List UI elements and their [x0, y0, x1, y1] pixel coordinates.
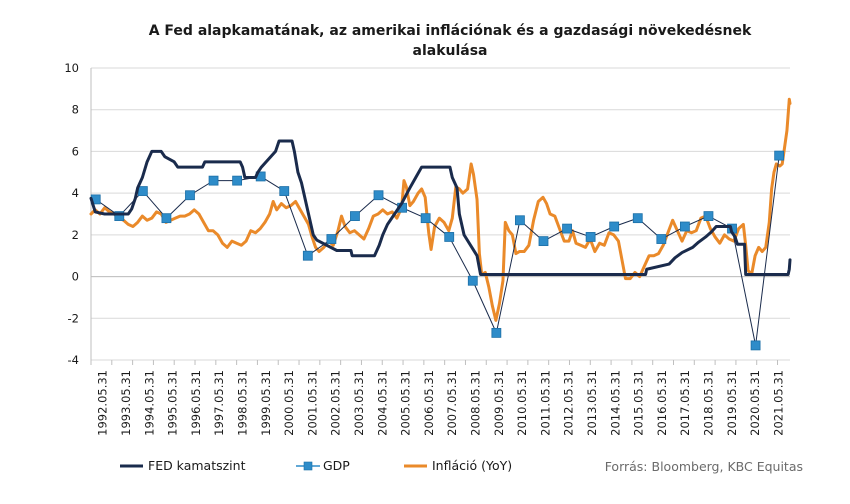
x-tick-label: 1994.05.31	[142, 370, 156, 436]
gdp-point	[161, 213, 172, 224]
x-tick-label: 2009.05.31	[492, 370, 506, 436]
gdp-point	[609, 221, 620, 232]
gdp-point	[208, 175, 219, 186]
series-line-2	[89, 97, 792, 322]
gdp-point	[467, 275, 478, 286]
y-tick-label: 0	[72, 270, 79, 284]
x-tick-label: 2002.05.31	[329, 370, 343, 436]
gdp-point	[326, 234, 337, 244]
y-tick-label: 6	[72, 144, 79, 158]
y-tick-label: -4	[68, 353, 79, 367]
x-tick-label: 1996.05.31	[189, 370, 203, 436]
gdp-point	[491, 327, 502, 338]
x-tick-label: 1993.05.31	[119, 370, 133, 436]
gdp-point	[137, 186, 148, 196]
gdp-point	[185, 190, 195, 201]
chart-title-line-1: A Fed alapkamatának, az amerikai infláci…	[149, 23, 752, 39]
y-axis: -4 -2 0 2 4 6 8 10	[64, 61, 92, 367]
x-tick-label: 2007.05.31	[445, 370, 459, 436]
gridlines	[91, 67, 790, 361]
x-tick-label: 2004.05.31	[375, 370, 389, 436]
legend-item-inflation: Infláció (YoY)	[404, 458, 512, 473]
gdp-point	[279, 186, 290, 196]
y-tick-label: -2	[68, 311, 79, 325]
x-tick-label: 1992.05.31	[96, 370, 110, 436]
gdp-point	[232, 175, 243, 186]
x-tick-label: 2016.05.31	[655, 370, 669, 436]
gdp-point	[585, 232, 596, 242]
gdp-point	[114, 211, 125, 221]
x-tick-label: 1999.05.31	[259, 370, 273, 436]
x-tick-label: 2015.05.31	[632, 370, 646, 436]
x-tick-label: 2008.05.31	[468, 370, 482, 436]
legend-marker-gdp	[303, 461, 313, 471]
legend-label-fed: FED kamatszint	[148, 458, 246, 473]
legend-item-gdp: GDP	[296, 458, 350, 473]
x-tick-label: 2006.05.31	[422, 370, 436, 436]
gdp-point	[302, 250, 313, 261]
gdp-point	[656, 234, 667, 244]
x-tick-label: 1998.05.31	[235, 370, 249, 436]
legend-label-gdp: GDP	[323, 458, 350, 473]
x-tick-label: 2001.05.31	[305, 370, 319, 436]
gdp-point	[373, 190, 384, 201]
x-tick-label: 2011.05.31	[538, 370, 552, 436]
legend-label-inflation: Infláció (YoY)	[432, 458, 512, 473]
x-tick-label: 2020.05.31	[748, 370, 762, 436]
gdp-point	[562, 223, 572, 234]
gdp-point	[515, 215, 525, 226]
y-tick-label: 2	[72, 228, 79, 242]
gdp-point	[420, 213, 431, 224]
series-layer	[89, 97, 792, 351]
x-tick-label: 2013.05.31	[585, 370, 599, 436]
gdp-point	[703, 211, 714, 221]
y-tick-label: 8	[72, 103, 79, 117]
y-tick-label: 4	[72, 186, 79, 200]
gdp-point	[538, 236, 549, 247]
gdp-point	[679, 221, 690, 232]
gdp-point	[444, 232, 455, 242]
x-axis: 1992.05.31 1993.05.31 1994.05.31 1995.05.31…	[90, 276, 790, 436]
series-line-0	[89, 139, 792, 276]
x-tick-label: 2000.05.31	[282, 370, 296, 436]
x-tick-label: 2010.05.31	[515, 370, 529, 436]
x-tick-label: 2012.05.31	[562, 370, 576, 436]
gdp-point	[774, 150, 785, 161]
x-tick-label: 1995.05.31	[166, 370, 180, 436]
source-note: Forrás: Bloomberg, KBC Equitas	[605, 459, 803, 474]
y-tick-label: 10	[64, 61, 79, 75]
series-line-1	[95, 155, 780, 346]
chart-title-line-2: alakulása	[413, 43, 488, 59]
legend-item-fed: FED kamatszint	[120, 458, 246, 473]
x-tick-label: 2003.05.31	[352, 370, 366, 436]
x-tick-label: 2014.05.31	[608, 370, 622, 436]
gdp-point	[632, 213, 643, 224]
x-tick-label: 2021.05.31	[771, 370, 785, 436]
x-tick-label: 2017.05.31	[678, 370, 692, 436]
gdp-point	[750, 340, 761, 351]
x-tick-label: 2018.05.31	[701, 370, 715, 436]
gdp-point	[350, 211, 360, 221]
x-tick-label: 2005.05.31	[399, 370, 413, 436]
legend: FED kamatszint GDP Infláció (YoY)	[120, 458, 512, 473]
x-tick-label: 1997.05.31	[212, 370, 226, 436]
x-tick-label: 2019.05.31	[725, 370, 739, 436]
